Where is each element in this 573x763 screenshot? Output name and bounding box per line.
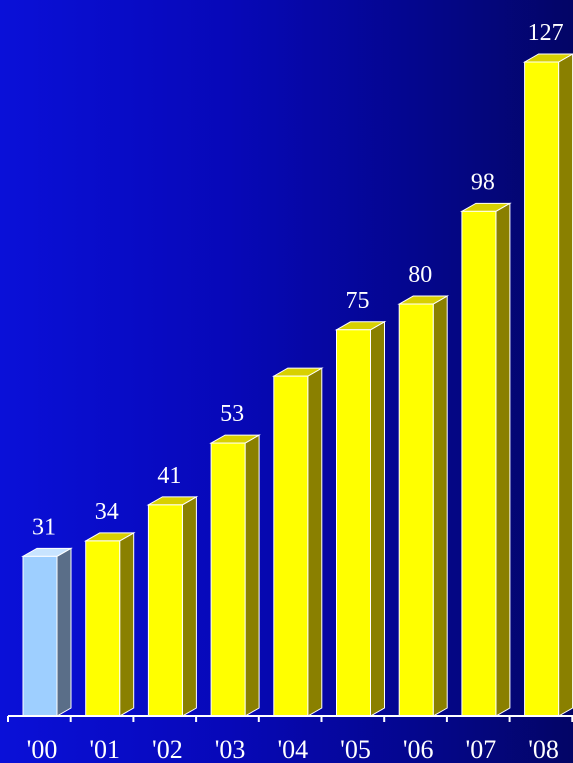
bars-group	[21, 53, 573, 717]
x-tick-label: '04	[277, 735, 308, 763]
bar-side	[558, 53, 573, 717]
x-tick-label: '03	[215, 735, 246, 763]
bar	[522, 53, 573, 717]
data-label: 75	[346, 288, 370, 314]
bar-side	[432, 295, 448, 717]
bar	[271, 367, 324, 717]
bar-side	[119, 532, 135, 717]
data-label: 127	[528, 20, 564, 46]
bar-front	[210, 442, 246, 717]
bar-front	[273, 375, 309, 717]
bar-front	[461, 210, 497, 717]
x-tick-label: '02	[152, 735, 183, 763]
x-tick-label: '07	[466, 735, 497, 763]
data-label: 53	[220, 401, 244, 427]
bar-side	[181, 496, 197, 717]
bar-front	[398, 303, 434, 717]
data-label: 80	[408, 262, 432, 288]
x-tick-label: '05	[340, 735, 371, 763]
data-label: 34	[95, 499, 119, 525]
bar-side	[244, 434, 260, 717]
data-label: 31	[32, 514, 56, 540]
data-label: 98	[471, 169, 495, 195]
x-axis	[7, 715, 573, 722]
x-tick-label: '06	[403, 735, 434, 763]
bar	[209, 434, 261, 717]
data-label: 41	[157, 463, 181, 489]
bar-front	[85, 540, 121, 717]
bar	[460, 202, 512, 717]
data-labels: 31 34 41 53 75 80 98 127	[32, 20, 564, 540]
bar-front	[336, 329, 371, 717]
x-tick-label: '01	[89, 735, 120, 763]
bar-side	[495, 202, 511, 717]
bar-front	[147, 504, 183, 717]
x-tick-label: '00	[27, 735, 58, 763]
bar-front	[524, 61, 560, 717]
bar	[397, 295, 450, 717]
bar-side	[307, 367, 323, 717]
x-tick-label: '08	[528, 735, 559, 763]
bar-side	[56, 547, 72, 717]
bar	[83, 532, 136, 717]
x-tick-labels: '00 '01 '02 '03 '04 '05 '06 '07 '08	[27, 735, 559, 763]
bar-side	[370, 320, 385, 717]
bar	[334, 320, 387, 717]
bar	[146, 496, 199, 717]
bar-front	[22, 555, 58, 717]
bar	[21, 547, 73, 717]
